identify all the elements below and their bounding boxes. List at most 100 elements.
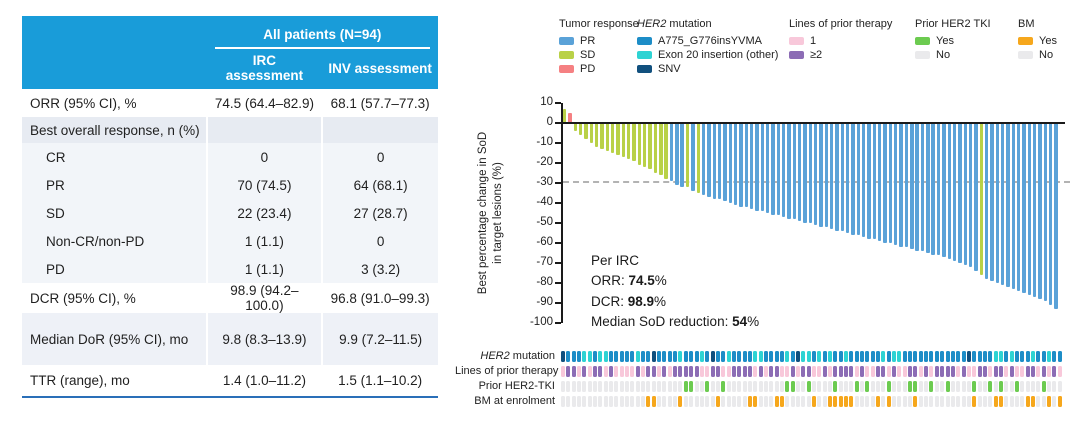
track-tick: [758, 350, 763, 362]
legend-swatch: [637, 64, 652, 73]
track-tick: [683, 365, 688, 377]
track-tick: [801, 365, 806, 377]
track-tick: [593, 365, 598, 377]
waterfall-bar: [739, 123, 743, 207]
track-tick: [1052, 395, 1057, 407]
track-tick: [886, 365, 891, 377]
legend-item: ≥2: [789, 49, 909, 62]
track-tick: [961, 365, 966, 377]
waterfall-bar: [942, 123, 946, 257]
waterfall-bar: [824, 123, 829, 227]
track-tick: [918, 365, 923, 377]
track-tick: [779, 380, 784, 392]
track-tick: [705, 380, 710, 392]
track-tick: [726, 350, 731, 362]
track-tick: [1057, 365, 1062, 377]
track-tick: [924, 395, 929, 407]
track-tick: [838, 365, 843, 377]
track-tick: [614, 365, 619, 377]
track-tick: [982, 380, 987, 392]
y-axis-tick: [555, 162, 561, 164]
track-tick: [625, 395, 630, 407]
track-label: Prior HER2-TKI: [455, 380, 561, 392]
waterfall-bar: [936, 123, 941, 255]
legend-swatch: [1018, 36, 1033, 45]
track-tick: [747, 365, 752, 377]
track-tick: [1004, 350, 1009, 362]
annotation-title: Per IRC: [591, 253, 640, 268]
waterfall-bar: [685, 123, 690, 187]
track-tick: [929, 350, 934, 362]
track-row: Lines of prior therapy: [455, 365, 1063, 377]
row-inv-value: 27 (28.7): [321, 199, 438, 227]
results-table: All patients (N=94) IRC assessment INV a…: [22, 16, 438, 398]
track-tick: [897, 395, 902, 407]
track-row: Prior HER2-TKI: [455, 380, 1063, 392]
waterfall-bar: [691, 123, 695, 191]
track-tick: [956, 395, 961, 407]
track-tick: [571, 380, 576, 392]
results-table-header: All patients (N=94) IRC assessment INV a…: [22, 16, 438, 89]
label-part: HER2: [480, 350, 510, 362]
track-tick: [657, 380, 662, 392]
legend-item: No: [915, 49, 1012, 62]
waterfall-bar: [744, 123, 748, 207]
track-tick: [881, 350, 886, 362]
track-tick: [940, 350, 945, 362]
waterfall-bar: [851, 123, 855, 235]
track-tick: [998, 395, 1003, 407]
y-axis-title-line1: Best percentage change in SoD: [477, 131, 490, 295]
y-axis-tick: [555, 222, 561, 224]
legend-item: No: [1018, 49, 1074, 62]
track-tick: [1057, 395, 1062, 407]
track-tick: [726, 380, 731, 392]
track-tick: [972, 350, 977, 362]
track-tick: [630, 350, 635, 362]
track-tick: [822, 380, 827, 392]
track-tick: [646, 395, 651, 407]
waterfall-bar: [792, 123, 797, 219]
y-axis-tick: [555, 282, 561, 284]
track-tick: [1057, 350, 1062, 362]
track-tick: [865, 395, 870, 407]
waterfall-bar: [579, 123, 583, 135]
track-tick: [678, 350, 683, 362]
waterfall-bar: [749, 123, 754, 209]
waterfall-bar: [632, 123, 636, 161]
track-tick: [790, 380, 795, 392]
track-tick: [897, 365, 902, 377]
track-tick: [902, 365, 907, 377]
track-tick: [844, 350, 849, 362]
track-tick: [753, 380, 758, 392]
waterfall-bar: [733, 123, 738, 205]
track-tick: [571, 395, 576, 407]
track-tick: [785, 380, 790, 392]
y-axis-tick: [555, 242, 561, 244]
legend-group: Tumor response PR SD PD: [559, 18, 639, 77]
track-label: Lines of prior therapy: [455, 365, 561, 377]
legend-item-label: PR: [580, 34, 596, 47]
track-tick: [657, 350, 662, 362]
track-tick: [566, 365, 571, 377]
track-tick: [737, 350, 742, 362]
track-tick: [614, 350, 619, 362]
track-tick: [769, 365, 774, 377]
track-tick: [1036, 350, 1041, 362]
track-tick: [694, 365, 699, 377]
track-tick: [822, 350, 827, 362]
label-part: HER2: [637, 18, 667, 30]
track-tick: [1036, 395, 1041, 407]
track-tick: [865, 365, 870, 377]
table-row: ORR (95% CI), % 74.5 (64.4–82.9) 68.1 (57.…: [22, 89, 438, 117]
track-tick: [603, 350, 608, 362]
track-tick: [929, 365, 934, 377]
track-tick: [651, 395, 656, 407]
waterfall-bar: [926, 123, 930, 253]
track-tick: [924, 350, 929, 362]
track-tick: [747, 350, 752, 362]
track-tick: [603, 380, 608, 392]
waterfall-bar: [1027, 123, 1031, 295]
track-tick: [651, 350, 656, 362]
track-tick: [817, 365, 822, 377]
waterfall-bar: [915, 123, 919, 251]
